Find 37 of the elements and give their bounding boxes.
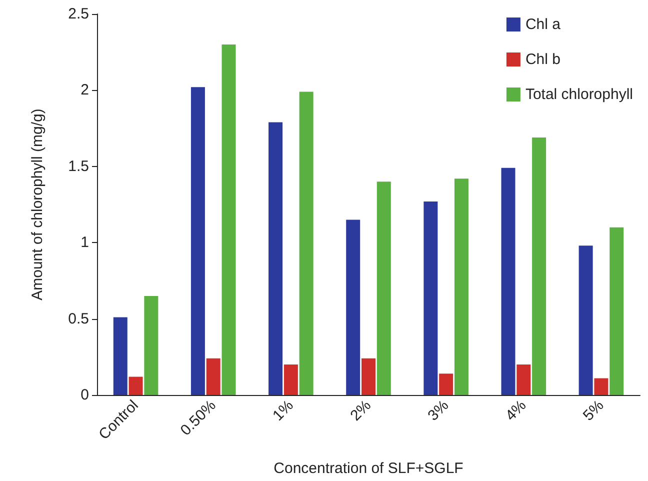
y-tick-label: 2 xyxy=(80,82,89,99)
bar xyxy=(128,376,143,395)
bar xyxy=(376,182,391,395)
legend-label: Total chlorophyll xyxy=(525,86,634,103)
x-tick-label: 5% xyxy=(580,396,608,424)
y-tick-label: 1.5 xyxy=(68,158,89,175)
y-tick-label: 2.5 xyxy=(68,6,89,22)
bar xyxy=(144,296,158,395)
bar xyxy=(424,201,438,395)
bar xyxy=(610,227,624,395)
legend-label: Chl a xyxy=(525,16,562,33)
x-tick-label: 2% xyxy=(347,396,375,424)
bar xyxy=(501,168,516,395)
bar xyxy=(439,374,454,395)
bar xyxy=(516,364,531,395)
x-axis-title: Concentration of SLF+SGLF xyxy=(274,460,464,477)
bar xyxy=(594,378,608,395)
bar xyxy=(206,358,220,395)
bar xyxy=(532,137,546,395)
x-tick-label: 4% xyxy=(502,396,530,424)
bar xyxy=(346,220,360,395)
bar xyxy=(190,87,205,395)
bar xyxy=(268,122,283,395)
y-tick-label: 1 xyxy=(80,234,89,252)
y-axis-title: Amount of chlorophyll (mg/g) xyxy=(29,108,46,300)
y-tick-label: 0 xyxy=(80,386,89,404)
x-tick-label: 1% xyxy=(270,396,297,424)
x-tick-label: 3% xyxy=(424,396,452,424)
bar xyxy=(222,44,236,395)
bar xyxy=(362,358,376,395)
legend-label: Chl b xyxy=(525,51,560,68)
bar xyxy=(284,364,298,395)
y-tick-label: 0.5 xyxy=(68,310,89,328)
bar xyxy=(578,246,593,395)
bar xyxy=(454,178,468,395)
bar xyxy=(113,317,128,395)
bar xyxy=(299,92,314,395)
